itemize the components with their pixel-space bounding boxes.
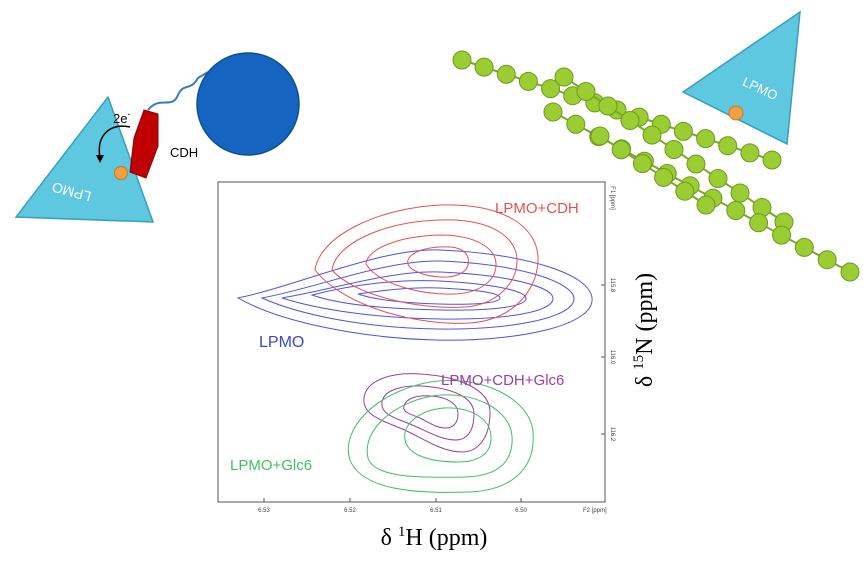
copper-site-left [114,166,128,180]
glucose-bead [696,195,716,215]
contours-lpmo-cdh [314,204,539,324]
x-tick-label: 6.53 [258,508,270,514]
glucose-bead [620,111,640,130]
copper-site-right [728,105,744,121]
glucose-bead [708,169,728,188]
x-tick-label: 6.52 [344,508,356,514]
glucose-bead [675,181,695,201]
glucose-bead [576,82,596,101]
glucose-bead [840,262,860,282]
contours-lpmo-cdh-glc6 [363,373,491,453]
glucose-bead [726,201,746,220]
cdh-label: CDH [170,145,198,160]
y-tick-label: 115.8 [609,278,615,293]
y-axis-title: δ 15N (ppm) [631,273,658,387]
glucose-bead [541,79,561,99]
electron-label: 2e [113,111,127,126]
glucose-bead [566,114,586,134]
spectrum-frame [217,181,606,503]
x-axis-title: δ 1H (ppm) [381,524,488,551]
lpmo-triangle-left [14,95,155,223]
f1-unit-label: F1 [ppm] [609,186,615,210]
glucose-bead [598,96,618,116]
glucose-bead [496,64,516,84]
glucose-bead [817,250,837,270]
left-cartoon: LPMO 2e- CDH [14,52,300,223]
x-tick-label: 6.51 [430,508,442,514]
glucose-bead [632,154,652,174]
nmr-spectrum-panel: 6.53 6.52 6.51 6.50 F2 [ppm] 115.8 116.0… [217,181,658,551]
tick-marks [263,284,605,502]
glucose-bead [673,121,693,141]
label-lpmo-cdh: LPMO+CDH [495,200,579,217]
cdh-flavin-domain [196,52,300,156]
glucose-bead [642,125,662,145]
glucose-bead [452,50,472,70]
svg-text:2e-: 2e- [113,109,130,126]
glucose-bead [543,102,563,122]
glucose-bead [772,225,791,245]
glucose-bead [730,183,750,203]
y-tick-label: 116.0 [609,350,615,365]
glucose-bead [554,67,574,87]
glucose-bead [664,140,684,159]
right-cartoon: LPMO [452,10,860,282]
glucose-bead [474,57,494,77]
glucose-bead [518,71,538,91]
contours-lpmo [236,249,593,341]
x-tick-label: 6.50 [515,508,527,514]
label-lpmo-glc6: LPMO+Glc6 [230,457,312,474]
glucose-bead [718,136,738,156]
glucose-bead [749,213,769,233]
cdh-linker [147,71,209,111]
label-lpmo-cdh-glc6: LPMO+CDH+Glc6 [441,372,564,389]
glucose-bead [590,126,610,146]
lpmo-triangle-right [681,10,801,146]
electron-transfer-arrow [98,125,131,159]
glucose-bead [686,154,706,174]
glucose-bead [762,150,782,170]
glucose-bead [794,237,814,257]
electron-charge: - [127,109,130,119]
contours-lpmo-glc6 [347,380,534,493]
glucose-bead [740,143,760,163]
glucose-bead [611,140,631,160]
f2-unit-label: F2 [ppm] [583,508,607,514]
glucose-bead [654,167,674,187]
cdh-heme-domain [129,109,159,179]
glucose-bead [696,129,716,149]
cellulose-chains [452,50,860,282]
electron-arrow-head [96,155,104,163]
label-lpmo: LPMO [259,334,304,351]
y-tick-label: 116.2 [609,427,615,442]
